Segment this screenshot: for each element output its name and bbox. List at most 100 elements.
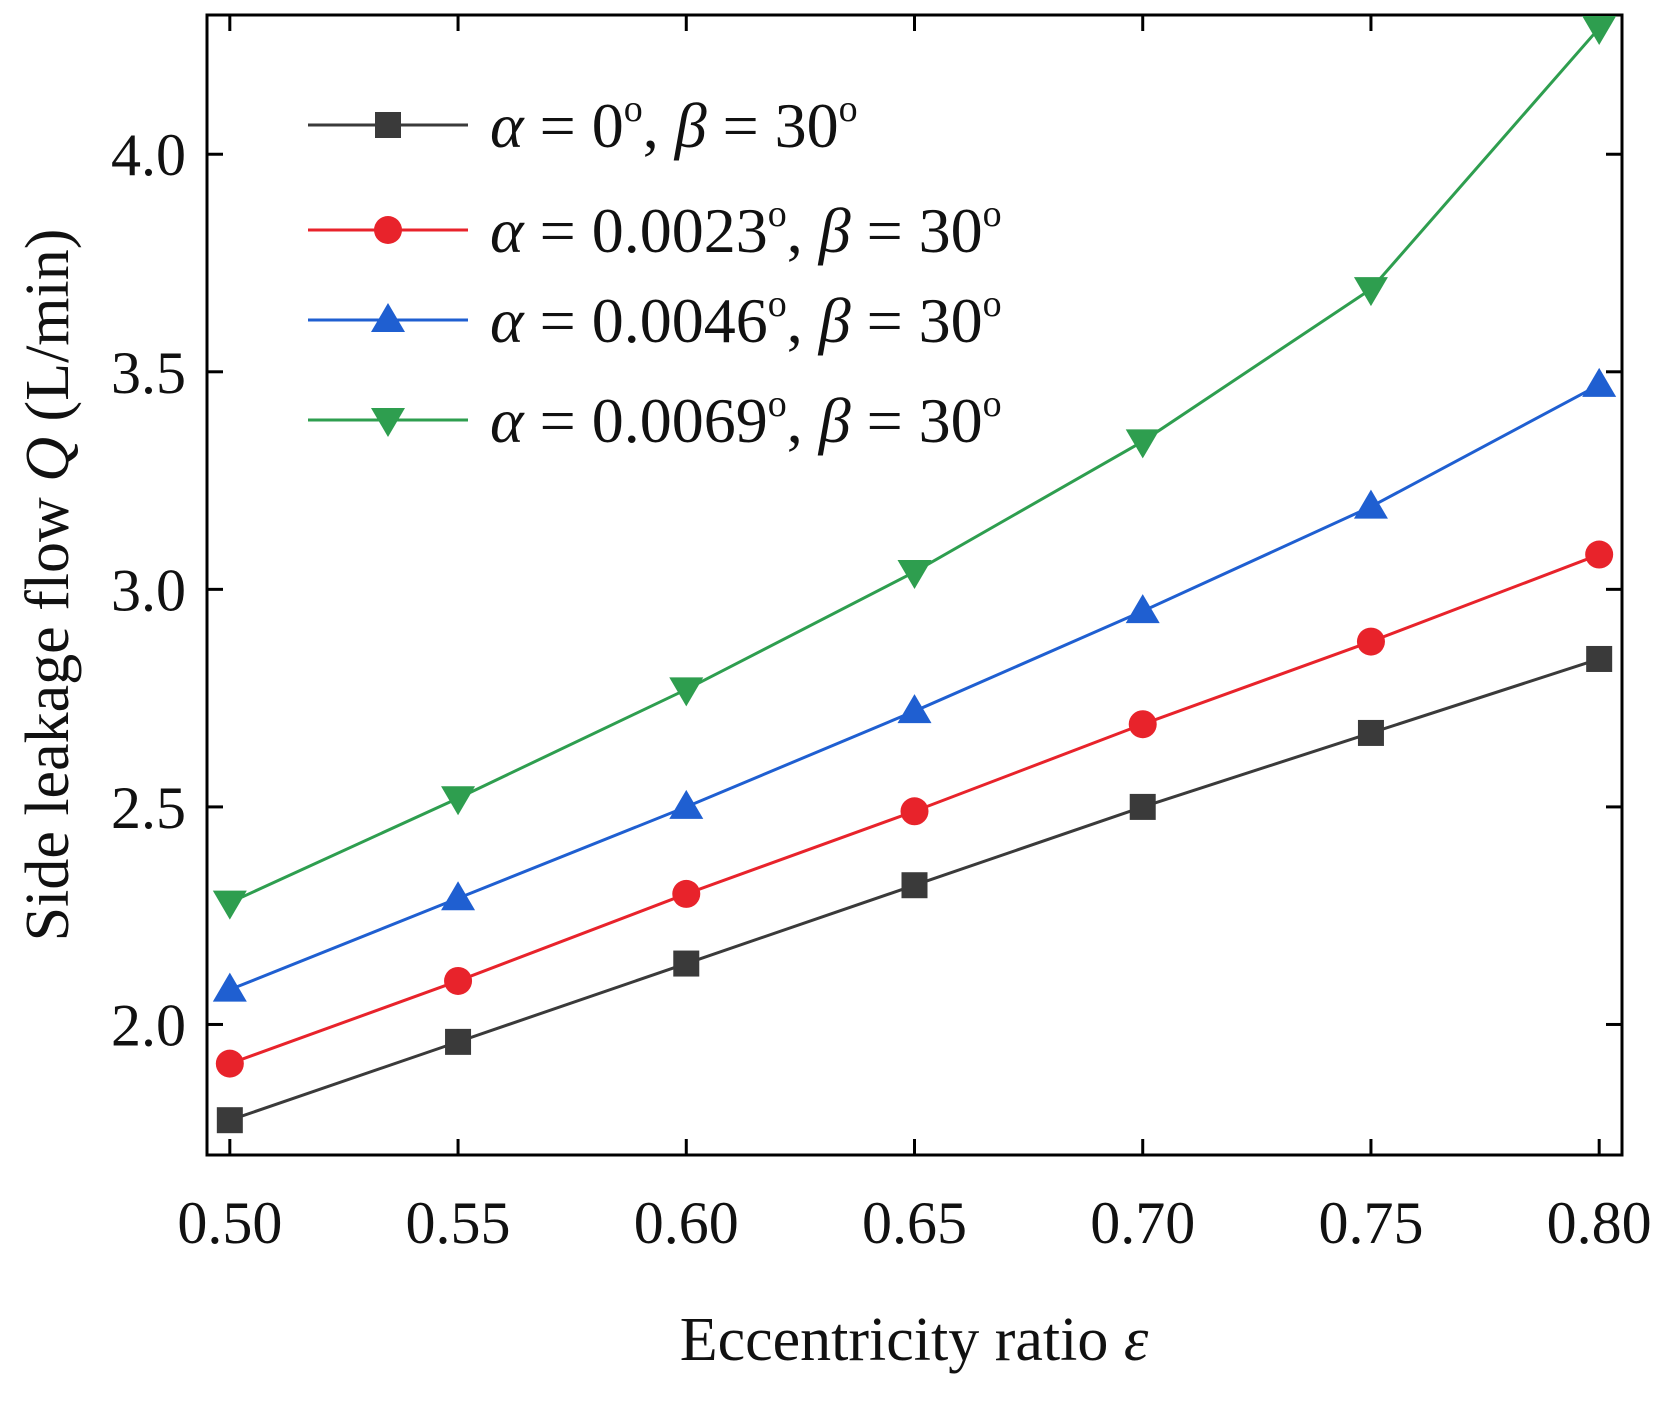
- x-tick-label: 0.70: [1090, 1190, 1195, 1256]
- plot-area: [205, 13, 1624, 1157]
- legend-item-2: α = 0.0023o, β = 30o: [308, 193, 1002, 266]
- legend-degree: o: [624, 88, 643, 130]
- data-point: [673, 950, 700, 977]
- data-point: [1586, 645, 1613, 672]
- legend-beta-value: 30: [919, 385, 983, 456]
- data-point: [1125, 594, 1160, 624]
- legend-beta-symbol: β: [673, 90, 707, 161]
- legend-degree: o: [839, 88, 858, 130]
- legend-degree: o: [768, 283, 787, 325]
- data-point: [216, 1107, 243, 1134]
- data-point: [1128, 710, 1157, 739]
- y-tick-label: 3.0: [111, 557, 186, 623]
- legend-label: α = 0.0069o, β = 30o: [490, 383, 1002, 456]
- legend-alpha-value: 0: [592, 90, 624, 161]
- data-point: [444, 966, 473, 995]
- data-point: [901, 872, 928, 899]
- legend-label: α = 0.0023o, β = 30o: [490, 193, 1002, 266]
- data-point: [1353, 489, 1388, 519]
- x-tick-label: 0.60: [634, 1190, 739, 1256]
- data-point: [441, 786, 476, 816]
- legend-alpha-symbol: α: [490, 285, 525, 356]
- legend-label: α = 0.0046o, β = 30o: [490, 283, 1002, 356]
- y-axis-title-text: Side leakage flow: [14, 482, 82, 942]
- legend-label: α = 0o, β = 30o: [490, 88, 858, 161]
- legend-beta-symbol: β: [817, 385, 851, 456]
- series-2: [215, 540, 1614, 1078]
- legend-alpha-value: 0.0046: [592, 285, 768, 356]
- x-tick-label: 0.75: [1318, 1190, 1423, 1256]
- legend-equals: =: [524, 195, 592, 266]
- y-tick-label: 2.0: [111, 992, 186, 1058]
- series-line: [229, 383, 1600, 992]
- data-point: [900, 797, 929, 826]
- legend-beta-symbol: β: [817, 285, 851, 356]
- legend-beta-symbol: β: [817, 195, 851, 266]
- data-point: [441, 881, 476, 911]
- data-point: [897, 559, 932, 589]
- x-axis-title-text: Eccentricity ratio: [680, 1306, 1124, 1374]
- data-point: [1582, 367, 1617, 397]
- legend-comma: ,: [787, 385, 819, 456]
- legend-degree: o: [768, 383, 787, 425]
- legend-equals: =: [707, 90, 775, 161]
- legend-equals: =: [851, 195, 919, 266]
- data-point: [1357, 719, 1384, 746]
- legend-beta-value: 30: [775, 90, 839, 161]
- legend-marker: [375, 112, 401, 138]
- y-tick-label: 3.5: [111, 340, 186, 406]
- legend-alpha-value: 0.0069: [592, 385, 768, 456]
- data-point: [897, 694, 932, 724]
- x-tick-label: 0.55: [406, 1190, 511, 1256]
- legend-equals: =: [524, 385, 592, 456]
- legend-comma: ,: [787, 285, 819, 356]
- x-axis-title: Eccentricity ratio ε: [680, 1306, 1149, 1374]
- data-point: [1129, 793, 1156, 820]
- series-4: [212, 16, 1617, 920]
- legend-beta-value: 30: [919, 285, 983, 356]
- y-tick-label: 2.5: [111, 775, 186, 841]
- data-point: [672, 879, 701, 908]
- legend-item-1: α = 0o, β = 30o: [308, 88, 858, 161]
- y-tick-label: 4.0: [111, 122, 186, 188]
- x-tick-label: 0.80: [1547, 1190, 1652, 1256]
- data-point: [1125, 429, 1160, 459]
- legend-degree: o: [983, 383, 1002, 425]
- data-point: [1585, 540, 1614, 569]
- legend-alpha-symbol: α: [490, 385, 525, 456]
- legend-alpha-value: 0.0023: [592, 195, 768, 266]
- legend-alpha-symbol: α: [490, 90, 525, 161]
- legend-item-4: α = 0.0069o, β = 30o: [308, 383, 1002, 456]
- legend-equals: =: [851, 385, 919, 456]
- data-point: [1582, 16, 1617, 46]
- axis-labels: 0.50 0.55 0.60 0.65 0.70 0.75 0.80 2.0 2.5 3.0 3.5…: [14, 122, 1652, 1374]
- x-tick-label: 0.50: [177, 1190, 282, 1256]
- series-layer: [212, 16, 1617, 1134]
- data-point: [445, 1028, 472, 1055]
- data-point: [669, 677, 704, 707]
- legend-beta-value: 30: [919, 195, 983, 266]
- legend-degree: o: [983, 193, 1002, 235]
- legend-alpha-symbol: α: [490, 195, 525, 266]
- legend-degree: o: [983, 283, 1002, 325]
- x-tick-label: 0.65: [862, 1190, 967, 1256]
- y-axis-title-unit: (L/min): [14, 229, 82, 437]
- legend-equals: =: [851, 285, 919, 356]
- data-point: [669, 789, 704, 819]
- data-point: [1353, 277, 1388, 307]
- legend-marker: [374, 216, 402, 244]
- legend-item-3: α = 0.0046o, β = 30o: [308, 283, 1002, 356]
- legend-equals: =: [524, 90, 592, 161]
- legend-marker: [371, 408, 405, 437]
- legend-comma: ,: [643, 90, 675, 161]
- legend-degree: o: [768, 193, 787, 235]
- y-axis-title-symbol: Q: [14, 437, 82, 482]
- series-line: [229, 27, 1601, 904]
- series-1: [216, 645, 1613, 1134]
- legend-marker: [371, 303, 405, 332]
- x-axis-title-symbol: ε: [1124, 1306, 1149, 1374]
- data-point: [212, 890, 247, 920]
- y-axis-title: Side leakage flow Q (L/min): [14, 229, 82, 942]
